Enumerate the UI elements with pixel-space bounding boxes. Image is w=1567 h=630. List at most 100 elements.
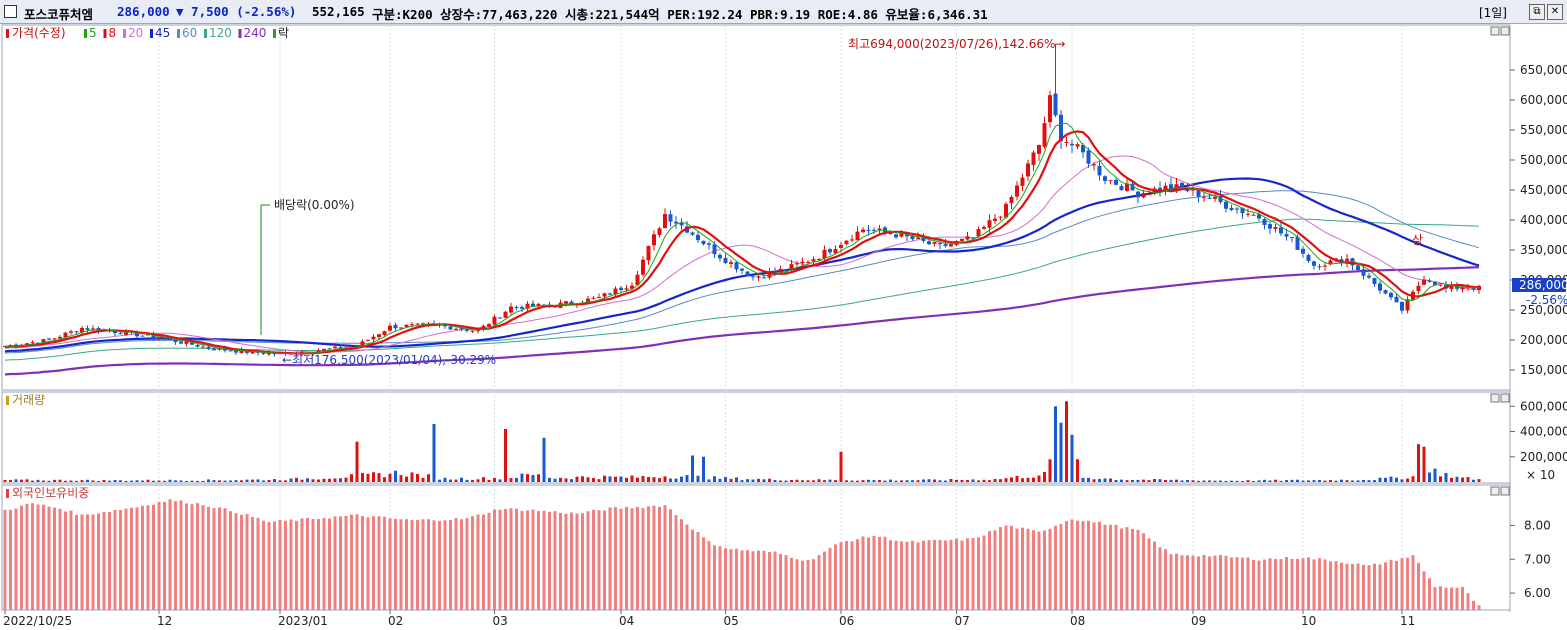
foreign-panel-close-icon[interactable] <box>1500 486 1510 496</box>
candle-body <box>239 349 244 354</box>
ma20-line <box>4 155 1480 353</box>
candle-body <box>1306 254 1311 261</box>
candle-body <box>201 346 205 348</box>
x-tick-label: 12 <box>157 614 172 628</box>
foreign-bar <box>559 513 562 610</box>
volume-bar <box>1092 479 1096 482</box>
ma240-path <box>4 266 1480 376</box>
foreign-bar <box>75 514 78 610</box>
volume-bar <box>174 480 177 482</box>
foreign-bar <box>702 537 705 610</box>
volume-panel-close-icon[interactable] <box>1500 393 1510 403</box>
price-change: ▼ 7,500 (-2.56%) <box>176 4 297 19</box>
foreign-bar <box>1274 558 1277 610</box>
volume-bar <box>960 479 964 482</box>
volume-bar <box>1340 479 1343 482</box>
candle-body <box>690 232 695 235</box>
candle-body <box>696 234 700 241</box>
candle-body <box>41 339 46 343</box>
volume-bar <box>432 423 436 482</box>
candle-body <box>1383 290 1388 294</box>
volume-bar <box>1252 480 1255 482</box>
price-tick-label: 650,000 <box>1520 63 1567 77</box>
restore-icon[interactable]: ⧉ <box>1529 4 1545 20</box>
foreign-bar <box>53 507 56 610</box>
candle-body <box>1427 280 1432 282</box>
price-panel-min-icon[interactable] <box>1490 26 1500 36</box>
volume-bar <box>350 474 353 482</box>
candle-body <box>74 331 79 333</box>
foreign-bar <box>47 506 51 610</box>
candle-body <box>492 316 497 325</box>
x-tick-label: 2023/01 <box>278 614 328 628</box>
candle-body <box>267 353 271 355</box>
price-panel-close-icon[interactable] <box>1500 26 1510 36</box>
volume-bar <box>619 476 623 482</box>
ma45-line <box>4 177 1480 353</box>
volume-bar <box>1131 479 1134 482</box>
candle-body <box>470 330 475 332</box>
volume-bar <box>685 475 689 482</box>
candle-body <box>476 330 480 332</box>
foreign-bar <box>267 522 271 610</box>
volume-bar <box>905 480 909 482</box>
volume-bar <box>234 480 238 482</box>
candle-body <box>536 303 541 306</box>
candle-body <box>140 335 145 337</box>
volume-bar <box>564 478 568 482</box>
candle-body <box>1251 214 1256 216</box>
select-checkbox[interactable] <box>4 5 17 18</box>
volume-bar <box>779 480 782 482</box>
foreign-bar <box>366 517 370 610</box>
volume-bar <box>955 479 958 482</box>
candle-body <box>1295 236 1300 250</box>
volume-bar <box>592 478 595 482</box>
x-tick-label: 09 <box>1191 614 1206 628</box>
foreign-bar <box>1197 556 1200 610</box>
foreign-bar <box>306 517 309 610</box>
foreign-panel-min-icon[interactable] <box>1490 486 1500 496</box>
period-selector[interactable]: [1일] <box>1478 6 1507 20</box>
volume-panel-min-icon[interactable] <box>1490 393 1500 403</box>
candle-body <box>338 347 343 349</box>
candle-body <box>971 237 975 239</box>
volume-bar <box>262 480 265 482</box>
volume-bar <box>1235 480 1239 482</box>
volume-bar <box>1186 480 1189 482</box>
legend-ma-label: 240 <box>244 26 267 40</box>
volume-bar <box>1417 444 1420 482</box>
foreign-bar <box>1032 530 1035 610</box>
price-tick-label: 350,000 <box>1520 243 1567 257</box>
volume-bar <box>1037 475 1041 482</box>
foreign-bar <box>1125 527 1129 610</box>
foreign-bar <box>273 521 276 610</box>
foreign-bar <box>163 501 166 610</box>
volume-bar <box>69 480 73 482</box>
candle-body <box>316 350 321 353</box>
foreign-bar <box>564 513 568 610</box>
foreign-bar <box>1087 520 1090 610</box>
foreign-bar <box>1477 605 1481 610</box>
candle-body <box>151 333 156 339</box>
foreign-bar <box>1191 555 1195 610</box>
candle-body <box>206 346 211 349</box>
foreign-bar <box>933 539 936 610</box>
foreign-bar <box>1433 587 1437 610</box>
volume-bar <box>784 480 788 482</box>
candle-body <box>69 331 73 333</box>
volume-bar <box>691 455 694 482</box>
close-icon[interactable]: ✕ <box>1547 4 1563 20</box>
volume-bar <box>762 479 766 482</box>
candle-body <box>822 249 827 259</box>
current-price: 286,000 <box>117 4 170 19</box>
foreign-bar <box>1164 549 1167 610</box>
volume-bar <box>1439 476 1442 482</box>
candle-body <box>52 338 57 340</box>
foreign-bar <box>1395 560 1398 610</box>
volume-bar <box>1021 478 1024 482</box>
volume-title: 거래량 <box>12 393 45 407</box>
foreign-bar <box>465 518 469 610</box>
price-tick-label: 250,000 <box>1520 303 1567 317</box>
foreign-bar <box>636 506 639 610</box>
